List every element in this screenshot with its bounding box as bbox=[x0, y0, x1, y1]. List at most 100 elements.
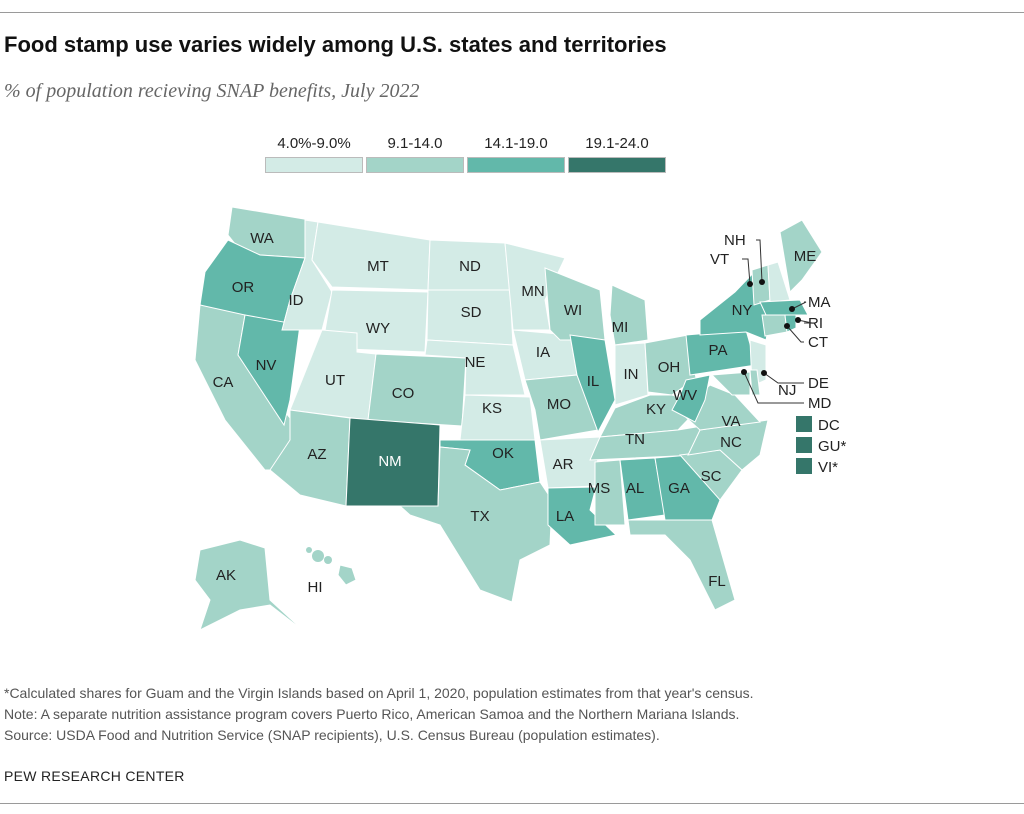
state-label: WA bbox=[250, 230, 274, 247]
top-rule bbox=[0, 12, 1024, 13]
state-label: RI bbox=[808, 315, 823, 332]
state-label: HI bbox=[308, 579, 323, 596]
state-ma bbox=[759, 299, 809, 316]
state-fl bbox=[627, 519, 736, 611]
state-nc bbox=[687, 419, 769, 471]
territory-swatch bbox=[796, 458, 812, 474]
legend-label: 4.0%-9.0% bbox=[277, 135, 351, 152]
bottom-rule bbox=[0, 803, 1024, 804]
state-tx bbox=[398, 446, 553, 603]
state-label: VT bbox=[710, 251, 729, 268]
callout-line bbox=[797, 319, 813, 324]
state-label: ID bbox=[289, 292, 304, 309]
state-il bbox=[569, 334, 616, 434]
legend-label: 19.1-24.0 bbox=[585, 135, 649, 152]
callout-dot bbox=[795, 317, 801, 323]
state-label: NC bbox=[720, 434, 742, 451]
state-label: VA bbox=[722, 413, 741, 430]
callout-line bbox=[742, 258, 751, 285]
state-co bbox=[367, 353, 467, 427]
state-label: KY bbox=[646, 401, 666, 418]
state-in bbox=[614, 342, 649, 406]
footnote: *Calculated shares for Guam and the Virg… bbox=[4, 685, 754, 701]
state-label: IN bbox=[624, 366, 639, 383]
state-hi bbox=[337, 564, 357, 586]
state-label: KS bbox=[482, 400, 502, 417]
state-wv bbox=[671, 374, 711, 423]
state-label: NJ bbox=[778, 382, 796, 399]
state-label: TX bbox=[470, 508, 489, 525]
legend-swatch bbox=[366, 157, 464, 173]
legend-swatch bbox=[467, 157, 565, 173]
state-label: NV bbox=[256, 357, 277, 374]
state-ct bbox=[761, 314, 788, 337]
state-label: MI bbox=[612, 319, 629, 336]
territory-swatch bbox=[796, 437, 812, 453]
chart-subtitle: % of population recieving SNAP benefits,… bbox=[4, 80, 420, 102]
brand-logo-text: PEW RESEARCH CENTER bbox=[4, 768, 185, 784]
state-label: SC bbox=[701, 468, 722, 485]
state-label: IA bbox=[536, 344, 550, 361]
state-label: ND bbox=[459, 258, 481, 275]
legend-label: 9.1-14.0 bbox=[387, 135, 443, 152]
state-label: WY bbox=[366, 320, 390, 337]
state-label: AK bbox=[216, 567, 236, 584]
state-label: MS bbox=[588, 480, 611, 497]
legend-label: 14.1-19.0 bbox=[484, 135, 548, 152]
state-label: AR bbox=[553, 456, 574, 473]
state-label: CT bbox=[808, 334, 828, 351]
state-label: TN bbox=[625, 431, 645, 448]
state-label: LA bbox=[556, 508, 574, 525]
callout-line bbox=[791, 301, 807, 310]
state-label: UT bbox=[325, 372, 345, 389]
state-label: AL bbox=[626, 480, 644, 497]
state-ms bbox=[594, 459, 626, 526]
callout-dot bbox=[789, 306, 795, 312]
state-label: ME bbox=[794, 248, 817, 265]
callout-dot bbox=[761, 370, 767, 376]
notes: *Calculated shares for Guam and the Virg… bbox=[4, 683, 754, 746]
callout-line bbox=[743, 371, 804, 404]
state-label: GA bbox=[668, 480, 690, 497]
legend-item: 9.1-14.0 bbox=[366, 135, 464, 173]
legend-item: 14.1-19.0 bbox=[467, 135, 565, 173]
note: Note: A separate nutrition assistance pr… bbox=[4, 706, 740, 722]
callout-dot bbox=[759, 279, 765, 285]
state-label: OR bbox=[232, 279, 255, 296]
legend-item: 19.1-24.0 bbox=[568, 135, 666, 173]
state-label: NY bbox=[732, 302, 753, 319]
callout-dot bbox=[741, 369, 747, 375]
state-label: MO bbox=[547, 396, 571, 413]
legend-swatch bbox=[568, 157, 666, 173]
state-label: OK bbox=[492, 445, 514, 462]
state-hi-island bbox=[312, 550, 324, 562]
legend-item: 4.0%-9.0% bbox=[265, 135, 363, 173]
state-mi bbox=[609, 284, 649, 346]
state-hi-island bbox=[306, 547, 312, 553]
state-label: MN bbox=[521, 283, 544, 300]
callout-line bbox=[763, 372, 804, 384]
legend-swatch bbox=[265, 157, 363, 173]
callout-dot bbox=[784, 323, 790, 329]
callout-line bbox=[786, 325, 804, 343]
state-label: DE bbox=[808, 375, 829, 392]
source: Source: USDA Food and Nutrition Service … bbox=[4, 727, 660, 743]
state-label: MD bbox=[808, 395, 831, 412]
state-md bbox=[710, 371, 751, 396]
state-label: WI bbox=[564, 302, 582, 319]
state-mn bbox=[504, 242, 566, 331]
state-label: AZ bbox=[307, 446, 326, 463]
state-mo bbox=[524, 374, 599, 441]
state-label: NH bbox=[724, 232, 746, 249]
territory-swatch bbox=[796, 416, 812, 432]
state-label: NM bbox=[378, 453, 401, 470]
callout-dot bbox=[747, 281, 753, 287]
territory-label: VI* bbox=[818, 459, 838, 476]
territory-label: DC bbox=[818, 417, 840, 434]
chart-title: Food stamp use varies widely among U.S. … bbox=[4, 32, 667, 57]
state-label: FL bbox=[708, 573, 726, 590]
state-label: CA bbox=[213, 374, 234, 391]
state-de bbox=[749, 369, 761, 396]
